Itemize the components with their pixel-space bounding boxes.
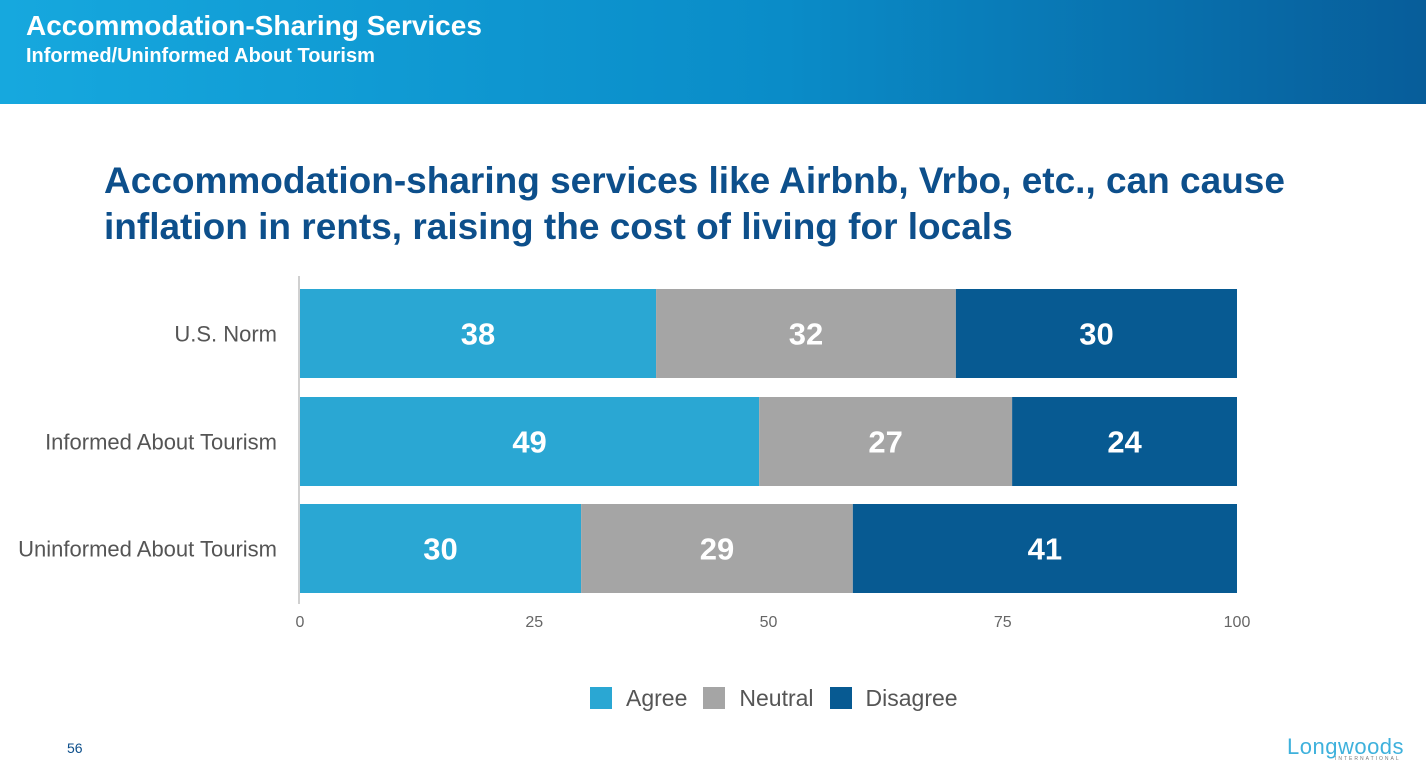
- bar-segment-agree: [300, 504, 582, 593]
- legend-item-disagree: Disagree: [829, 684, 958, 712]
- data-label: 29: [700, 532, 734, 567]
- data-label: 30: [423, 532, 457, 567]
- x-tick-label: 0: [296, 614, 305, 631]
- category-label: Informed About Tourism: [45, 430, 277, 455]
- legend-item-agree: Agree: [590, 685, 687, 712]
- page-number: 56: [67, 740, 83, 756]
- bar-segment-disagree: [1012, 397, 1237, 486]
- legend-swatch-agree: [590, 687, 612, 709]
- chart-legend: Agree Neutral Disagree: [590, 683, 974, 713]
- x-tick-label: 25: [525, 614, 543, 631]
- legend-label-agree: Agree: [626, 684, 688, 711]
- bar-segment-disagree: [852, 504, 1237, 593]
- legend-swatch-neutral: [703, 687, 726, 709]
- bar-segment-neutral: [581, 504, 853, 593]
- data-label: 30: [1079, 317, 1113, 352]
- bar-segment-neutral: [759, 397, 1013, 486]
- bar-segment-agree: [300, 289, 657, 378]
- header-subtitle: Informed/Uninformed About Tourism: [26, 45, 375, 67]
- logo-text: Longwoods: [1287, 734, 1405, 759]
- chart-headline: Accommodation-sharing services like Airb…: [104, 160, 1285, 247]
- data-label: 38: [461, 317, 495, 352]
- company-logo: Longwoods INTERNATIONAL: [1287, 734, 1407, 766]
- stacked-bar-chart: U.S. Norm 38 32 30 Informed About Tourism 49 2…: [18, 276, 1251, 631]
- data-label: 27: [868, 425, 902, 460]
- data-label: 49: [512, 425, 546, 460]
- x-tick-label: 50: [760, 614, 778, 631]
- legend-label-disagree: Disagree: [865, 684, 958, 711]
- data-label: 41: [1028, 532, 1062, 567]
- bar-segment-agree: [300, 397, 760, 486]
- category-label: U.S. Norm: [174, 322, 277, 347]
- data-label: 32: [789, 317, 823, 352]
- x-tick-label: 75: [994, 614, 1012, 631]
- category-label: Uninformed About Tourism: [18, 537, 277, 562]
- legend-label-neutral: Neutral: [739, 684, 814, 711]
- legend-swatch-disagree: [829, 687, 852, 709]
- x-tick-label: 100: [1224, 614, 1251, 631]
- data-label: 24: [1107, 425, 1142, 460]
- bar-segment-disagree: [955, 289, 1237, 378]
- header-banner: Accommodation-Sharing Services Informed/…: [0, 0, 1426, 104]
- logo-subtext: INTERNATIONAL: [1335, 756, 1401, 762]
- header-title: Accommodation-Sharing Services: [26, 10, 482, 41]
- legend-item-neutral: Neutral: [703, 684, 814, 712]
- bar-segment-neutral: [656, 289, 956, 378]
